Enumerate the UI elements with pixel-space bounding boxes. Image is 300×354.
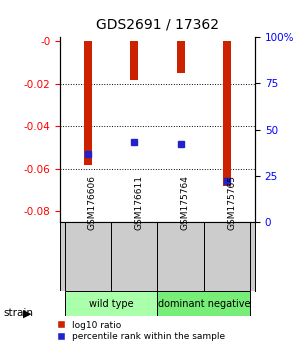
Bar — [84, 41, 92, 165]
Bar — [223, 41, 231, 186]
Text: GSM175765: GSM175765 — [227, 175, 236, 230]
Bar — [204, 222, 250, 291]
Bar — [130, 41, 139, 80]
Text: wild type: wild type — [89, 299, 134, 309]
Text: dominant negative: dominant negative — [158, 299, 250, 309]
Text: GDS2691 / 17362: GDS2691 / 17362 — [96, 18, 219, 32]
Bar — [176, 41, 185, 73]
Text: GSM176606: GSM176606 — [88, 175, 97, 230]
Bar — [158, 291, 250, 316]
Bar — [64, 222, 111, 291]
Legend: log10 ratio, percentile rank within the sample: log10 ratio, percentile rank within the … — [55, 318, 228, 344]
Bar — [111, 222, 158, 291]
Text: ▶: ▶ — [22, 308, 31, 318]
Text: GSM175764: GSM175764 — [181, 175, 190, 230]
Bar — [64, 291, 158, 316]
Text: strain: strain — [3, 308, 33, 318]
Bar — [158, 222, 204, 291]
Text: GSM176611: GSM176611 — [134, 175, 143, 230]
